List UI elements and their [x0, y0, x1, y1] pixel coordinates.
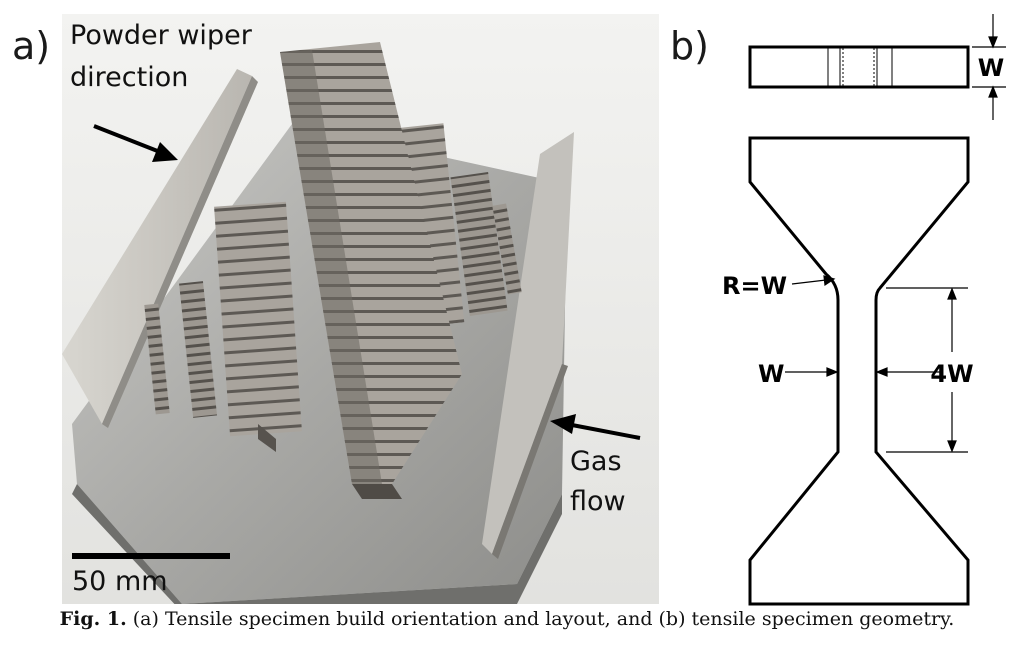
- scale-bar: [72, 553, 230, 559]
- wiper-direction-arrow: [93, 124, 178, 162]
- gas-flow-label-line2: flow: [570, 486, 626, 517]
- scale-bar-label: 50 mm: [72, 566, 168, 597]
- figure-caption: Fig. 1. (a) Tensile specimen build orien…: [0, 608, 1014, 630]
- width-dimension: [785, 367, 940, 377]
- figure-caption-text: (a) Tensile specimen build orientation a…: [126, 608, 955, 630]
- panel-a-label: a): [12, 24, 51, 68]
- radius-leader: [791, 275, 836, 287]
- thickness-label: W: [978, 54, 1004, 82]
- build-plate-photo: [62, 14, 659, 604]
- figure-caption-label: Fig. 1.: [59, 608, 127, 630]
- gauge-length-label: 4W: [930, 360, 973, 388]
- radius-label: R=W: [722, 272, 787, 300]
- gas-flow-label-line1: Gas: [570, 446, 622, 477]
- thickness-dimension: [972, 14, 1006, 120]
- powder-wiper-label-line2: direction: [70, 62, 189, 93]
- side-view-gauge-marks: [827, 48, 893, 86]
- powder-wiper-label-line1: Powder wiper: [70, 20, 252, 51]
- panel-b-label: b): [670, 24, 709, 68]
- gas-flow-arrow: [550, 414, 641, 440]
- width-label: W: [758, 360, 784, 388]
- gauge-length-dimension: [886, 287, 968, 453]
- specimen-side-view: [748, 45, 970, 89]
